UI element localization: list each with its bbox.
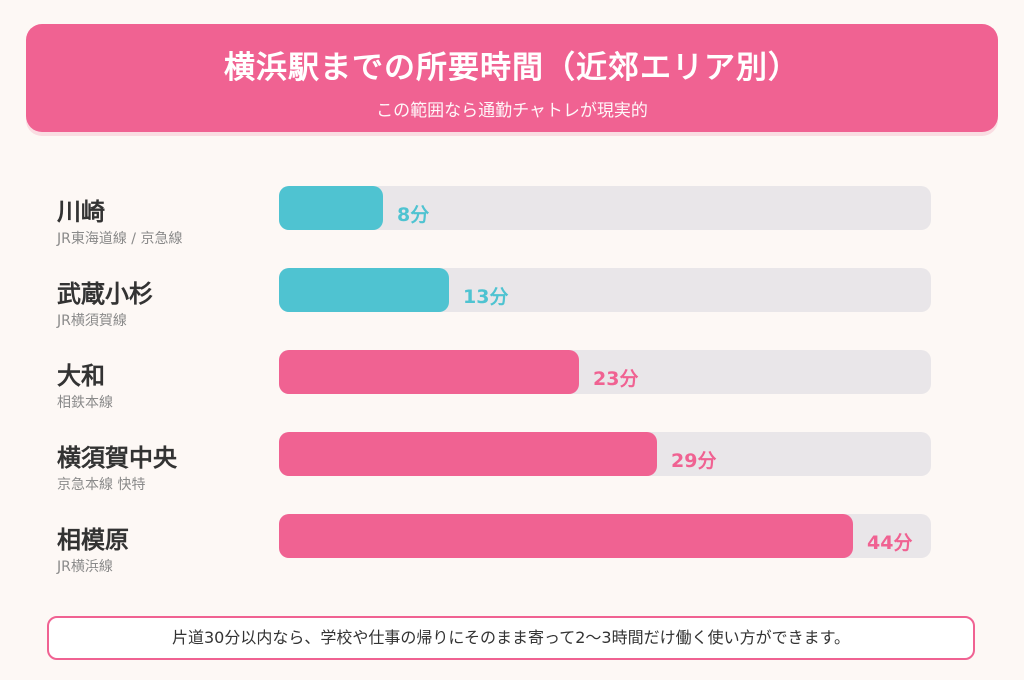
data-label: 8分	[397, 204, 430, 226]
title-banner: 横浜駅までの所要時間（近郊エリア別） この範囲なら通勤チャトレが現実的	[26, 24, 998, 132]
line-label: 相鉄本線	[57, 395, 113, 411]
bar	[279, 514, 853, 558]
bar-row: 川崎 JR東海道線 / 京急線 8分	[0, 182, 1024, 262]
chart-title: 横浜駅までの所要時間（近郊エリア別）	[224, 50, 800, 86]
bar-track: 8分	[279, 186, 931, 230]
bar-track: 23分	[279, 350, 931, 394]
data-label: 23分	[593, 368, 639, 390]
data-label: 44分	[867, 532, 913, 554]
line-label: JR横浜線	[57, 559, 113, 575]
bar-track: 44分	[279, 514, 931, 558]
bar	[279, 186, 383, 230]
bar-row: 武蔵小杉 JR横須賀線 13分	[0, 264, 1024, 344]
data-label: 13分	[463, 286, 509, 308]
bar	[279, 268, 449, 312]
line-label: JR東海道線 / 京急線	[57, 231, 183, 247]
bar-track: 13分	[279, 268, 931, 312]
category-label: 武蔵小杉	[57, 280, 153, 308]
footer-note: 片道30分以内なら、学校や仕事の帰りにそのまま寄って2〜3時間だけ働く使い方がで…	[47, 616, 975, 660]
category-label: 川崎	[57, 198, 105, 226]
bar-row: 大和相鉄本線 23分	[0, 346, 1024, 426]
chart-subtitle: この範囲なら通勤チャトレが現実的	[376, 101, 648, 121]
line-label: 京急本線 快特	[57, 477, 146, 493]
bar	[279, 432, 657, 476]
category-label: 横須賀中央	[57, 444, 177, 472]
category-label: 大和	[57, 362, 105, 390]
bar-row: 相模原 JR横浜線 44分	[0, 510, 1024, 590]
bar	[279, 350, 579, 394]
category-label: 相模原	[57, 526, 129, 554]
line-label: JR横須賀線	[57, 313, 127, 329]
bar-track: 29分	[279, 432, 931, 476]
data-label: 29分	[671, 450, 717, 472]
bar-row: 横須賀中央京急本線 快特 29分	[0, 428, 1024, 508]
